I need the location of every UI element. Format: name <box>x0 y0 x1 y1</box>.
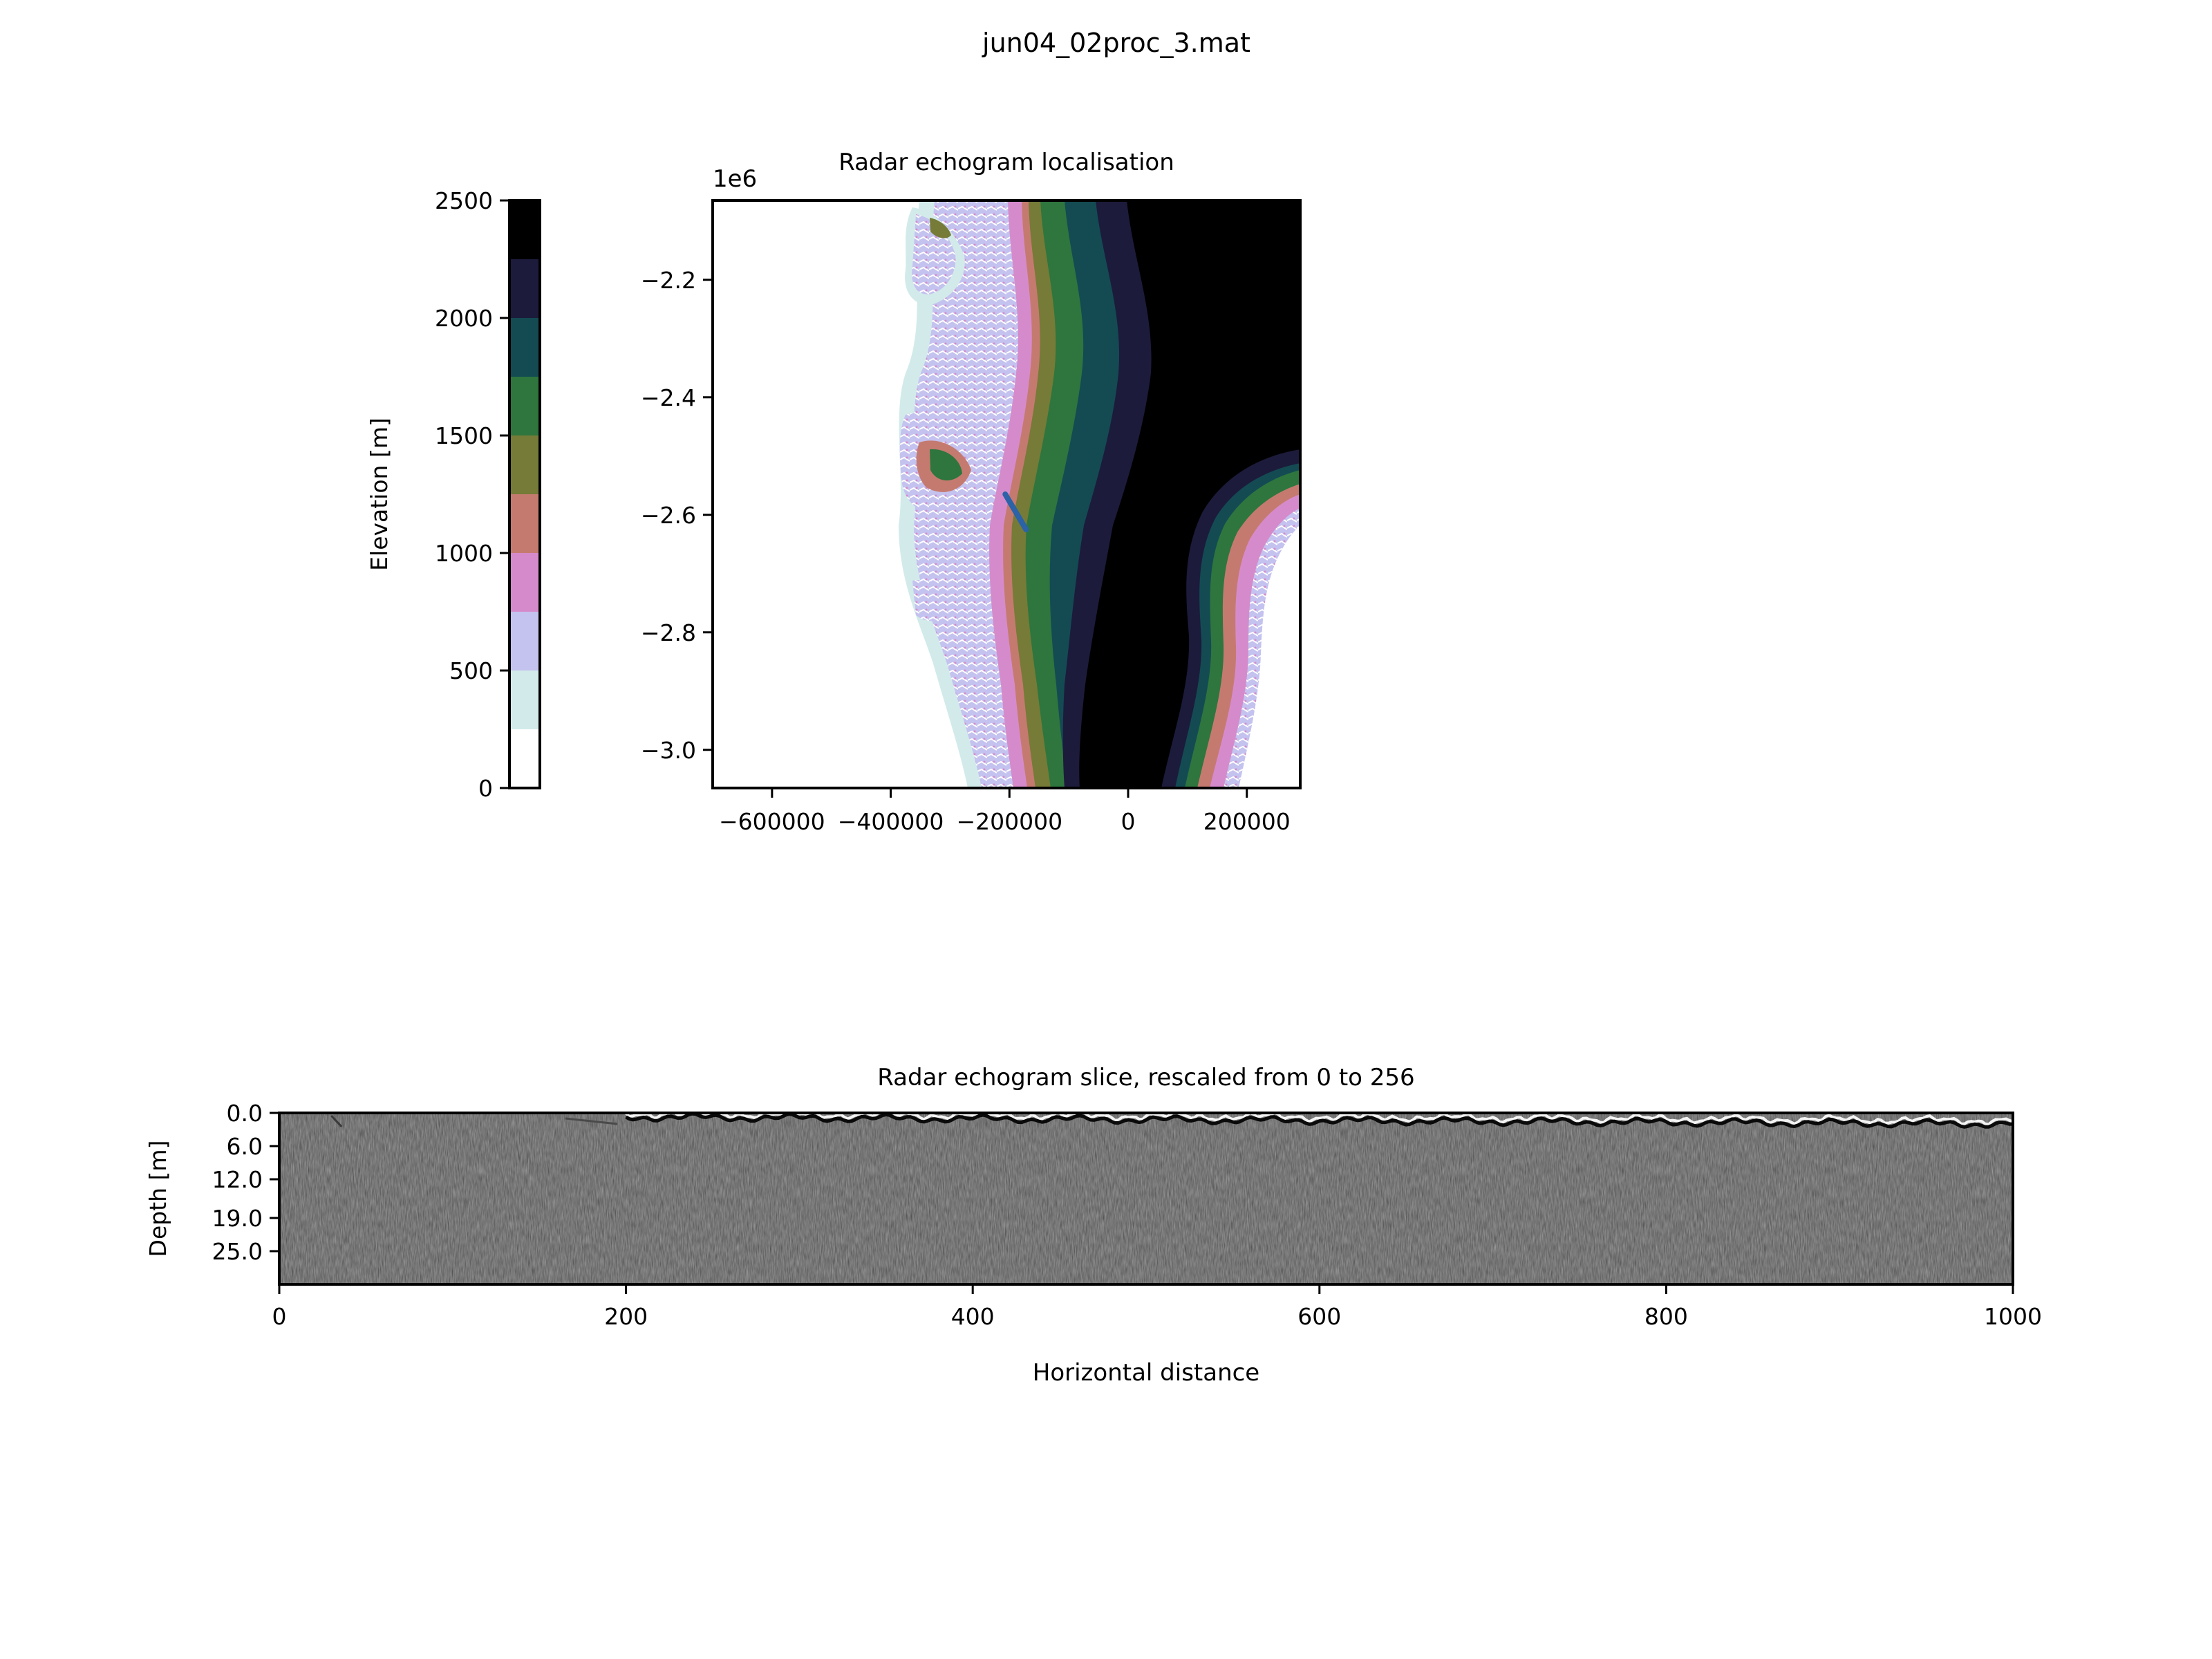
echogram-y-tick-label: 0.0 <box>227 1100 263 1127</box>
echogram-raster <box>279 1113 2013 1284</box>
colorbar-band-6 <box>509 377 540 435</box>
colorbar-bands <box>509 200 540 788</box>
map-x-ticks: −600000 −400000 −200000 0 200000 <box>719 788 1291 835</box>
echogram-x-tick-label: 200 <box>604 1303 648 1330</box>
echogram-y-tick-label: 25.0 <box>212 1238 263 1265</box>
colorbar-band-0 <box>509 729 540 788</box>
echogram-faint-return <box>565 1117 618 1125</box>
map-y-tick-label: −3.0 <box>641 737 696 764</box>
map-y-tick-label: −2.2 <box>641 267 696 294</box>
map-y-tick-label: −2.6 <box>641 502 696 529</box>
colorbar-tick-label: 1000 <box>435 540 493 567</box>
echogram-y-tick-label: 6.0 <box>227 1133 263 1160</box>
colorbar-band-2 <box>509 612 540 671</box>
echogram-x-tick-label: 800 <box>1644 1303 1688 1330</box>
echogram-x-ticks: 0 200 400 600 800 1000 <box>272 1284 2042 1330</box>
map-y-tick-label: −2.8 <box>641 619 696 646</box>
colorbar-label: Elevation [m] <box>366 418 393 571</box>
map-panel: Radar echogram localisation 1e6 <box>641 149 1302 835</box>
map-raster <box>713 200 1300 788</box>
map-x-tick-label: −400000 <box>838 808 944 835</box>
colorbar-frame <box>508 199 541 789</box>
echogram-ylabel: Depth [m] <box>144 1141 171 1257</box>
echogram-surface-bright <box>625 1113 2013 1126</box>
map-x-tick-label: 0 <box>1121 808 1136 835</box>
echogram-xlabel: Horizontal distance <box>1033 1359 1259 1387</box>
colorbar-tick-label: 500 <box>449 657 493 684</box>
map-x-tick-label: −600000 <box>719 808 825 835</box>
echogram-y-ticks: 0.0 6.0 12.0 19.0 25.0 <box>212 1100 279 1265</box>
map-title: Radar echogram localisation <box>838 149 1174 176</box>
map-y-tick-label: −2.4 <box>641 384 696 411</box>
map-track <box>1002 491 1029 532</box>
echogram-surface-dark <box>625 1113 2013 1129</box>
colorbar-band-7 <box>509 318 540 377</box>
echogram-y-tick-label: 12.0 <box>212 1166 263 1193</box>
figure-title: jun04_02proc_3.mat <box>982 28 1250 58</box>
map-y-ticks: −2.2 −2.4 −2.6 −2.8 −3.0 <box>641 267 713 764</box>
coastal-mountains <box>899 207 984 621</box>
colorbar-band-1 <box>509 671 540 729</box>
colorbar-band-9 <box>509 200 540 259</box>
colorbar-band-8 <box>509 259 540 318</box>
echogram-title: Radar echogram slice, rescaled from 0 to… <box>877 1064 1414 1091</box>
echogram-x-tick-label: 0 <box>272 1303 287 1330</box>
echogram-x-tick-label: 1000 <box>1984 1303 2042 1330</box>
echogram-panel: Radar echogram slice, rescaled from 0 to… <box>144 1064 2042 1387</box>
echogram-surface-reflection <box>330 1113 2013 1129</box>
map-offset-label: 1e6 <box>713 165 757 193</box>
colorbar: 0 500 1000 1500 2000 2500 Elevation [m] <box>366 187 541 802</box>
colorbar-tick-label: 0 <box>478 775 493 802</box>
map-frame <box>711 199 1302 789</box>
echogram-y-tick-label: 19.0 <box>212 1205 263 1232</box>
echogram-frame <box>278 1112 2014 1286</box>
colorbar-tick-label: 2500 <box>435 187 493 214</box>
map-x-tick-label: 200000 <box>1203 808 1291 835</box>
colorbar-band-5 <box>509 435 540 494</box>
echogram-faint-return <box>330 1114 343 1128</box>
echogram-x-tick-label: 400 <box>951 1303 995 1330</box>
colorbar-band-3 <box>509 553 540 612</box>
colorbar-tick-label: 2000 <box>435 305 493 332</box>
colorbar-tick-label: 1500 <box>435 422 493 449</box>
map-x-tick-label: −200000 <box>956 808 1062 835</box>
colorbar-band-4 <box>509 494 540 553</box>
echogram-x-tick-label: 600 <box>1297 1303 1341 1330</box>
ice-sheet-east <box>1161 449 1300 788</box>
colorbar-ticks: 0 500 1000 1500 2000 2500 <box>435 187 509 802</box>
